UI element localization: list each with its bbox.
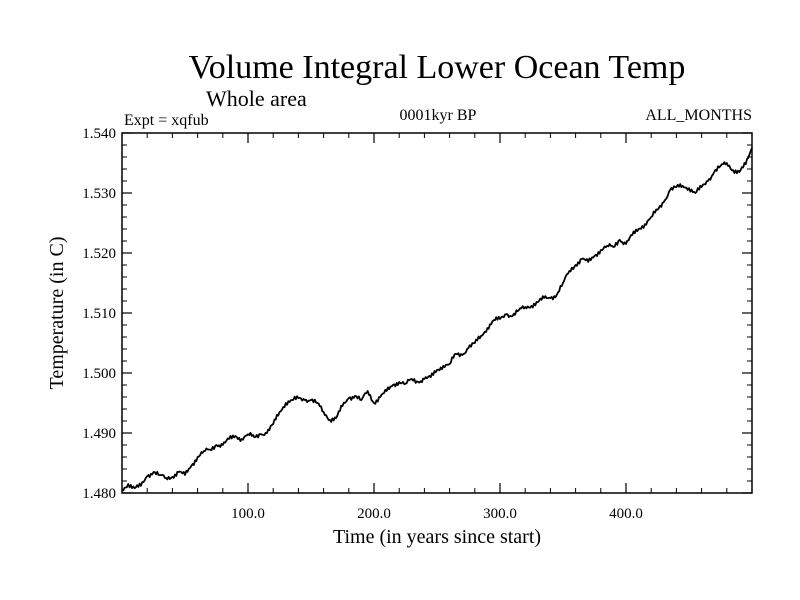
y-tick-label: 1.510 [82,306,116,322]
months-label: ALL_MONTHS [645,107,752,124]
y-axis-label: Temperature (in C) [46,237,68,390]
axis-ticks [122,132,752,494]
series-line-xqfub [121,147,753,492]
experiment-label: Expt = xqfub [124,112,209,129]
x-tick-label: 400.0 [609,506,643,522]
y-tick-label: 1.480 [82,486,116,502]
x-tick-label: 100.0 [231,506,265,522]
y-tick-label: 1.490 [82,426,116,442]
y-tick-label: 1.520 [82,246,116,262]
x-axis-label: Time (in years since start) [333,526,541,548]
y-tick-labels: 1.480 1.490 1.500 1.510 1.520 1.530 1.540 [82,126,116,502]
x-tick-label: 300.0 [483,506,517,522]
x-tick-labels: 100.0 200.0 300.0 400.0 [231,506,643,522]
x-tick-label: 200.0 [357,506,391,522]
period-label: 0001kyr BP [400,107,477,124]
chart-subtitle: Whole area [206,86,307,111]
plot-frame [121,132,753,494]
y-tick-label: 1.500 [82,366,116,382]
y-tick-label: 1.530 [82,186,116,202]
y-tick-label: 1.540 [82,126,116,142]
chart-title: Volume Integral Lower Ocean Temp [189,49,686,86]
